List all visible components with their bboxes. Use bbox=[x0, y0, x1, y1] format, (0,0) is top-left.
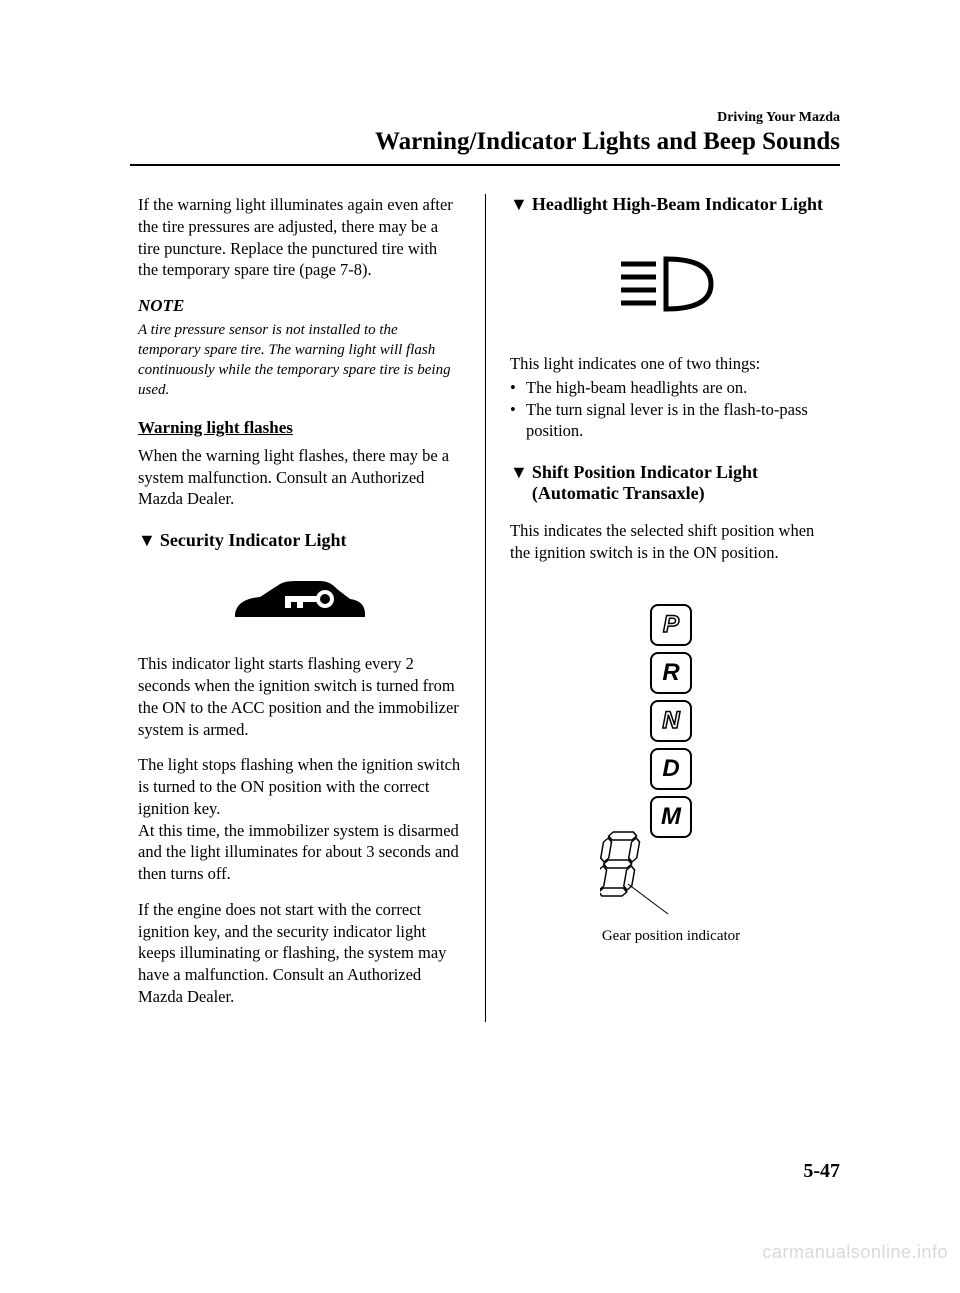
shift-heading-text: Shift Position Indicator Light (Automati… bbox=[532, 462, 832, 504]
note-label: NOTE bbox=[138, 295, 461, 317]
highbeam-heading-text: Headlight High-Beam Indicator Light bbox=[532, 194, 823, 215]
content-columns: If the warning light illuminates again e… bbox=[130, 194, 840, 1022]
gear-d: D bbox=[650, 748, 692, 790]
highbeam-body: This light indicates one of two things: bbox=[510, 353, 832, 375]
header-rule bbox=[130, 164, 840, 166]
shift-heading: ▼ Shift Position Indicator Light (Automa… bbox=[510, 462, 832, 504]
security-p2: The light stops flashing when the igniti… bbox=[138, 754, 461, 819]
right-column: ▼ Headlight High-Beam Indicator Light Th… bbox=[485, 194, 840, 1022]
down-triangle-icon: ▼ bbox=[510, 194, 528, 215]
security-light-icon bbox=[138, 569, 461, 629]
watermark: carmanualsonline.info bbox=[762, 1242, 948, 1263]
left-column: If the warning light illuminates again e… bbox=[130, 194, 485, 1022]
warning-flash-heading: Warning light flashes bbox=[138, 417, 461, 439]
security-p2b: At this time, the immobilizer system is … bbox=[138, 820, 461, 885]
down-triangle-icon: ▼ bbox=[138, 530, 156, 551]
gear-n: N bbox=[650, 700, 692, 742]
security-p1: This indicator light starts flashing eve… bbox=[138, 653, 461, 740]
warning-flash-body: When the warning light flashes, there ma… bbox=[138, 445, 461, 510]
gear-p: P bbox=[650, 604, 692, 646]
highbeam-heading: ▼ Headlight High-Beam Indicator Light bbox=[510, 194, 832, 215]
highbeam-icon bbox=[510, 249, 832, 319]
gear-indicator-diagram: P R N D M bbox=[510, 578, 832, 947]
gear-m: M bbox=[650, 796, 692, 838]
gear-stack: P R N D M bbox=[650, 604, 692, 838]
section-title: Warning/Indicator Lights and Beep Sounds bbox=[130, 128, 840, 156]
seven-segment-icon bbox=[600, 828, 650, 905]
list-item: The high-beam headlights are on. bbox=[510, 377, 832, 399]
manual-page: Driving Your Mazda Warning/Indicator Lig… bbox=[0, 0, 960, 1293]
security-light-heading-text: Security Indicator Light bbox=[160, 530, 347, 551]
gear-caption: Gear position indicator bbox=[602, 927, 740, 947]
list-item: The turn signal lever is in the flash-to… bbox=[510, 399, 832, 443]
security-light-heading: ▼ Security Indicator Light bbox=[138, 530, 461, 551]
tire-puncture-paragraph: If the warning light illuminates again e… bbox=[138, 194, 461, 281]
shift-body: This indicates the selected shift positi… bbox=[510, 520, 832, 564]
security-p3: If the engine does not start with the co… bbox=[138, 899, 461, 1008]
page-number: 5-47 bbox=[803, 1160, 840, 1183]
page-header: Driving Your Mazda Warning/Indicator Lig… bbox=[130, 110, 840, 156]
note-body: A tire pressure sensor is not installed … bbox=[138, 320, 461, 401]
highbeam-bullets: The high-beam headlights are on. The tur… bbox=[510, 377, 832, 442]
down-triangle-icon: ▼ bbox=[510, 462, 528, 483]
gear-r: R bbox=[650, 652, 692, 694]
chapter-title: Driving Your Mazda bbox=[130, 110, 840, 126]
